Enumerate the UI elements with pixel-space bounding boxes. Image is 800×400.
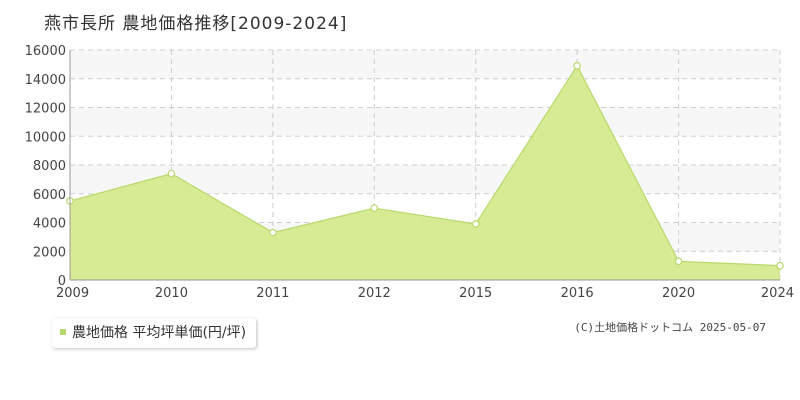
chart-title: 燕市長所 農地価格推移[2009-2024]	[44, 14, 348, 34]
y-tick-label: 16000	[25, 44, 66, 59]
y-tick-labels: 0 2000 4000 6000 8000 10000 12000 14000 16000	[25, 44, 66, 289]
data-point	[674, 257, 683, 266]
x-tick-label: 2010	[155, 286, 188, 301]
data-point	[776, 261, 784, 270]
x-tick-label: 2015	[459, 286, 492, 301]
y-tick-label: 14000	[25, 73, 66, 88]
y-tick-label: 2000	[33, 245, 66, 260]
y-tick-label: 6000	[33, 188, 66, 203]
data-point	[167, 169, 176, 178]
y-tick-label: 8000	[33, 159, 66, 174]
x-tick-label: 2011	[256, 286, 289, 301]
series-area-fill	[70, 65, 780, 280]
y-tick-label: 4000	[33, 217, 66, 232]
data-point	[370, 204, 379, 212]
credit-text: (C)土地価格ドットコム 2025-05-07	[574, 321, 766, 334]
legend-swatch	[60, 329, 66, 335]
legend-label: 農地価格 平均坪単価(円/坪)	[72, 325, 247, 341]
data-points	[66, 62, 784, 270]
x-tick-label: 2020	[662, 286, 695, 301]
background-band	[70, 107, 780, 137]
background-band	[70, 50, 780, 79]
x-tick-labels: 2009 2010 2011 2012 2015 2016 2020 2024	[56, 286, 794, 301]
series-area	[69, 64, 781, 280]
y-tick-label: 12000	[25, 102, 66, 117]
x-tick-label: 2024	[761, 286, 794, 301]
y-tick-label: 10000	[25, 130, 66, 145]
y-tick-label: 0	[58, 274, 66, 289]
legend: 農地価格 平均坪単価(円/坪)	[52, 318, 257, 348]
x-tick-label: 2016	[561, 286, 594, 301]
data-point	[573, 62, 581, 70]
data-point	[471, 220, 480, 228]
data-point	[269, 228, 277, 237]
series-line	[69, 64, 781, 267]
x-tick-label: 2009	[56, 286, 89, 301]
axes	[69, 50, 780, 281]
x-tick-label: 2012	[358, 286, 391, 301]
